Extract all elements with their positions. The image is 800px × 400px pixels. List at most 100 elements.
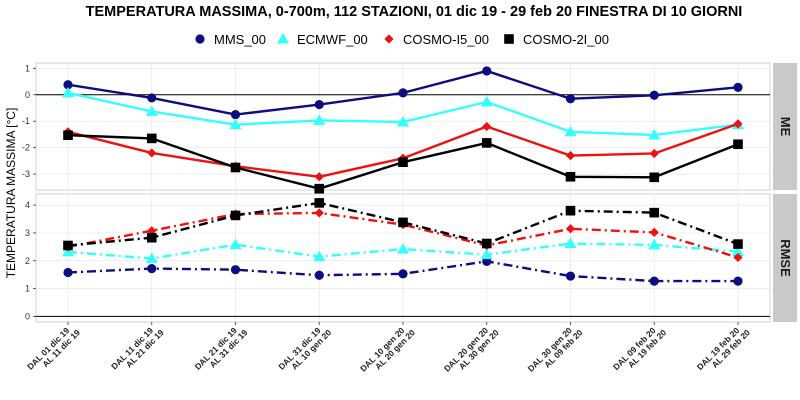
data-point (733, 139, 743, 150)
y-tick-label: -2 (22, 143, 30, 153)
data-point (230, 210, 241, 221)
data-point (230, 162, 241, 173)
data-point (63, 130, 73, 141)
panels: -3 -2 -1 0 1 ME 0 1 2 3 4 RMSE (22, 62, 797, 323)
data-point (314, 198, 325, 208)
data-point (147, 148, 157, 158)
data-point (733, 239, 743, 249)
data-point (147, 263, 157, 274)
x-tick-label: DAL 31 dic 19AL 10 gen 20 (276, 321, 333, 378)
x-tick-label: DAL 20 gen 20AL 30 gen 20 (442, 321, 501, 380)
series-mms-00-me (63, 66, 743, 120)
data-point (648, 238, 661, 250)
data-point (648, 128, 661, 140)
y-tick-label: 1 (25, 284, 30, 294)
data-point (146, 133, 157, 144)
data-point (314, 183, 325, 194)
data-point (313, 114, 326, 125)
data-point (649, 207, 660, 218)
data-point (481, 238, 492, 249)
y-tick-label: 4 (25, 200, 30, 210)
series-line (67, 201, 739, 247)
data-point (230, 265, 241, 275)
data-point (397, 116, 409, 127)
legend-item-ecmwf-00: ECMWF_00 (277, 32, 368, 47)
data-point (314, 270, 324, 280)
x-axis: DAL 01 dic 19AL 11 dic 19 DAL 11 dic 19AL… (25, 321, 753, 380)
data-point (314, 172, 324, 182)
x-tick-label: DAL 11 dic 19AL 21 dic 19 (109, 321, 166, 378)
legend-label-cosmo-i5-00: COSMO-I5_00 (403, 32, 489, 47)
data-point (733, 252, 743, 263)
data-point (398, 157, 408, 168)
x-tick-label: DAL 19 feb 20AL 29 feb 20 (695, 321, 753, 379)
x-tick-label: DAL 30 gen 20AL 09 feb 20 (526, 321, 585, 380)
data-point (482, 66, 492, 76)
legend-label-ecmwf-00: ECMWF_00 (297, 32, 368, 47)
data-point (314, 208, 324, 218)
data-point (733, 276, 743, 286)
legend-label-mms-00: MMS_00 (214, 32, 266, 47)
panel-rmse: 0 1 2 3 4 RMSE (25, 193, 797, 323)
data-point (565, 205, 576, 216)
data-point (398, 88, 408, 98)
series-mms-00-rmse (63, 256, 743, 286)
series-cosmo-2i-00-me (63, 130, 743, 194)
data-point (480, 95, 493, 107)
data-point (564, 237, 577, 249)
data-point (733, 82, 743, 92)
legend-label-cosmo-2i-00: COSMO-2I_00 (523, 32, 609, 47)
y-tick-label: 0 (25, 311, 30, 321)
y-tick-label: -1 (22, 116, 30, 126)
y-tick-label: 3 (25, 228, 30, 238)
data-point (565, 151, 576, 161)
data-point (314, 99, 324, 110)
strip-label-rmse: RMSE (778, 239, 793, 277)
data-point (63, 240, 73, 251)
data-point (649, 90, 659, 100)
data-point (565, 271, 576, 281)
legend-marker-mms-00 (195, 34, 205, 44)
y-tick-label: 2 (25, 256, 30, 266)
data-point (649, 227, 659, 237)
data-point (564, 125, 577, 137)
x-tick-label: DAL 21 dic 19AL 31 dic 19 (193, 321, 250, 378)
x-tick-label: DAL 09 feb 20AL 19 feb 20 (611, 321, 669, 379)
legend: MMS_00 ECMWF_00 COSMO-I5_00 COSMO-2I_00 (195, 32, 609, 47)
x-tick-label: DAL 01 dic 19AL 11 dic 19 (25, 321, 82, 378)
legend-marker-cosmo-i5-00 (384, 34, 394, 44)
data-point (229, 238, 242, 250)
data-point (480, 248, 493, 260)
data-point (565, 171, 576, 182)
data-point (565, 94, 576, 104)
data-point (147, 93, 157, 103)
chart-title: TEMPERATURA MASSIMA, 0-700m, 112 STAZION… (86, 4, 743, 20)
panel-me: -3 -2 -1 0 1 ME (22, 62, 797, 194)
data-point (482, 121, 492, 132)
y-tick-label: -3 (22, 169, 30, 179)
data-point (62, 86, 74, 98)
data-point (481, 138, 492, 148)
y-tick-label: 1 (25, 63, 30, 73)
series-cosmo-2i-00-rmse (63, 198, 743, 251)
data-point (732, 245, 744, 257)
data-point (230, 109, 241, 120)
data-point (63, 80, 73, 90)
data-point (733, 119, 743, 129)
y-axis-label: TEMPERATURA MASSIMA [°C] (4, 108, 18, 279)
legend-item-mms-00: MMS_00 (195, 32, 266, 47)
data-point (145, 105, 158, 116)
data-point (649, 148, 659, 159)
legend-item-cosmo-i5-00: COSMO-I5_00 (384, 32, 489, 47)
data-point (398, 217, 408, 228)
legend-marker-cosmo-2i-00 (504, 34, 514, 44)
data-point (229, 118, 242, 130)
data-point (649, 172, 660, 183)
data-point (398, 269, 408, 279)
legend-marker-ecmwf-00 (277, 33, 289, 44)
data-point (649, 276, 659, 286)
legend-item-cosmo-2i-00: COSMO-2I_00 (504, 32, 609, 47)
y-tick-label: 0 (25, 90, 30, 100)
data-point (145, 252, 158, 264)
